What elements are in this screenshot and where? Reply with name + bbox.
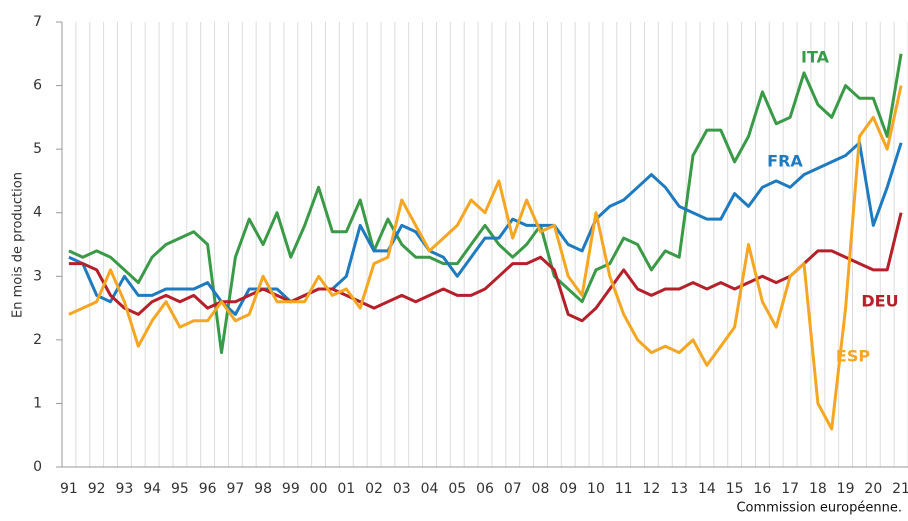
x-tick-label: 09 bbox=[559, 481, 577, 497]
x-tick-label: 18 bbox=[809, 481, 827, 497]
x-tick-label: 04 bbox=[421, 481, 439, 497]
source-note: Commission européenne. bbox=[736, 501, 902, 516]
y-tick-label: 1 bbox=[33, 395, 42, 411]
series-line bbox=[68, 53, 903, 355]
x-tick-label: 19 bbox=[837, 481, 855, 497]
x-tick-label: 95 bbox=[171, 481, 189, 497]
x-tick-label: 94 bbox=[143, 481, 161, 497]
x-tick-label: 13 bbox=[670, 481, 688, 497]
x-tick-label: 17 bbox=[781, 481, 799, 497]
x-tick-label: 02 bbox=[365, 481, 383, 497]
y-tick-label: 0 bbox=[33, 459, 42, 475]
y-tick-label: 2 bbox=[33, 332, 42, 348]
x-tick-label: 12 bbox=[643, 481, 661, 497]
x-tick-label: 93 bbox=[115, 481, 133, 497]
series-line bbox=[68, 141, 903, 316]
x-tick-label: 91 bbox=[60, 481, 78, 497]
y-tick-label: 7 bbox=[33, 14, 42, 30]
x-tick-label: 10 bbox=[587, 481, 605, 497]
series-line bbox=[68, 212, 903, 323]
y-tick-label: 3 bbox=[33, 268, 42, 284]
x-tick-label: 97 bbox=[226, 481, 244, 497]
y-axis-label: En mois de production bbox=[11, 172, 26, 318]
y-tick-label: 6 bbox=[33, 78, 42, 94]
x-tick-label: 96 bbox=[199, 481, 217, 497]
series-label: ESP bbox=[836, 347, 870, 366]
x-tick-label: 15 bbox=[726, 481, 744, 497]
x-tick-label: 05 bbox=[448, 481, 466, 497]
x-tick-label: 03 bbox=[393, 481, 411, 497]
x-tick-label: 21 bbox=[892, 481, 908, 497]
x-tick-label: 16 bbox=[753, 481, 771, 497]
x-tick-label: 06 bbox=[476, 481, 494, 497]
x-tick-label: 00 bbox=[310, 481, 328, 497]
x-tick-label: 08 bbox=[532, 481, 550, 497]
x-tick-label: 99 bbox=[282, 481, 300, 497]
x-tick-label: 92 bbox=[88, 481, 106, 497]
x-tick-label: 20 bbox=[864, 481, 882, 497]
series-line bbox=[68, 85, 903, 431]
x-tick-label: 14 bbox=[698, 481, 716, 497]
x-tick-label: 01 bbox=[337, 481, 355, 497]
series-label: FRA bbox=[767, 152, 803, 171]
y-tick-label: 5 bbox=[33, 141, 42, 157]
series-label: DEU bbox=[861, 292, 898, 311]
y-tick-label: 4 bbox=[33, 205, 42, 221]
x-tick-label: 07 bbox=[504, 481, 522, 497]
x-tick-label: 11 bbox=[615, 481, 633, 497]
x-tick-label: 98 bbox=[254, 481, 272, 497]
series-label: ITA bbox=[801, 48, 830, 67]
